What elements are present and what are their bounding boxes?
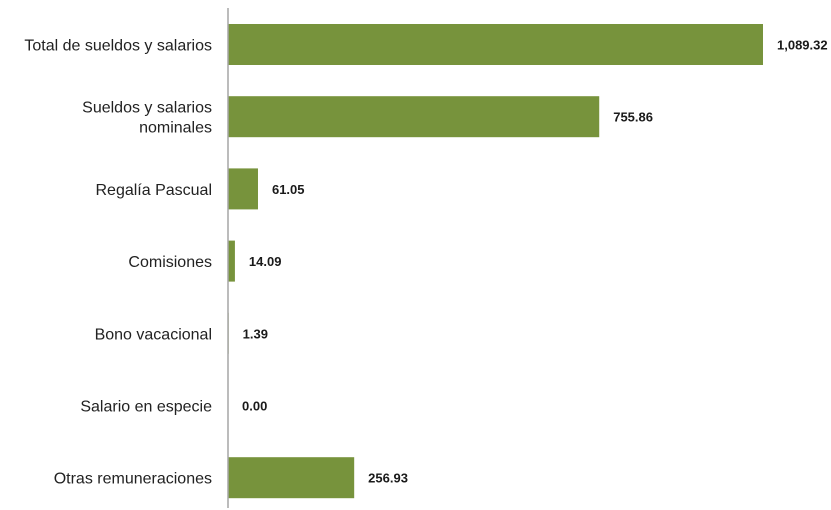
category-label-2: Regalía Pascual: [95, 182, 212, 199]
category-label-line: Sueldos y salarios: [82, 100, 212, 117]
bar-3: [228, 240, 235, 282]
category-label-6: Otras remuneraciones: [54, 471, 212, 488]
value-label-2: 61.05: [272, 182, 305, 197]
category-label-0: Total de sueldos y salarios: [24, 38, 212, 55]
bar-6: [228, 457, 355, 499]
category-label-5: Salario en especie: [80, 399, 212, 416]
category-label-line: Comisiones: [128, 254, 212, 271]
category-label-line: Salario en especie: [80, 399, 212, 416]
value-label-3: 14.09: [249, 254, 282, 269]
category-label-line: Bono vacacional: [95, 326, 212, 343]
bars-layer: [228, 24, 763, 499]
value-label-5: 0.00: [242, 399, 267, 414]
category-label-line: nominales: [139, 120, 212, 137]
bar-0: [228, 24, 763, 65]
value-labels: 1,089.32 755.86 61.05 14.09 1.39 0.00 256.93: [242, 38, 828, 486]
value-label-1: 755.86: [613, 110, 653, 125]
value-label-4: 1.39: [243, 326, 268, 341]
category-label-line: Otras remuneraciones: [54, 471, 212, 488]
category-label-4: Bono vacacional: [95, 326, 212, 343]
value-label-0: 1,089.32: [777, 38, 828, 53]
category-label-line: Total de sueldos y salarios: [24, 38, 212, 55]
bar-2: [228, 168, 258, 210]
category-label-1: Sueldos y salarios nominales: [82, 100, 212, 137]
value-label-6: 256.93: [368, 471, 408, 486]
category-label-3: Comisiones: [128, 254, 212, 271]
category-labels: Total de sueldos y salarios Sueldos y sal…: [24, 38, 212, 488]
bar-1: [228, 96, 600, 138]
category-label-line: Regalía Pascual: [95, 182, 212, 199]
